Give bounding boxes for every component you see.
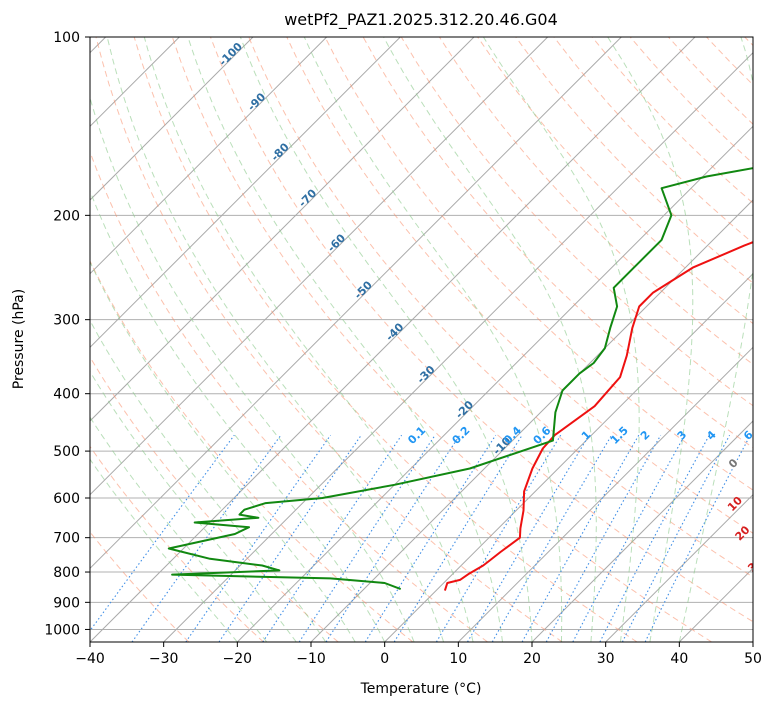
dry-adiabat-line <box>210 37 753 623</box>
mixing-ratio-lines <box>90 434 751 642</box>
dry-adiabat-lines <box>90 37 753 642</box>
dry-adiabat-line <box>324 37 753 491</box>
isotherm-line <box>605 493 753 642</box>
mixing-ratio-line <box>435 434 562 642</box>
isotherm-line <box>90 37 549 496</box>
x-tick-label: 0 <box>380 651 389 667</box>
mixing-ratio-line <box>545 434 662 642</box>
moist-adiabat-line <box>607 37 694 642</box>
mixing-ratio-line <box>644 434 751 642</box>
y-tick-label: 800 <box>53 565 80 581</box>
moist-adiabat-line <box>90 458 238 642</box>
isobar-grid <box>90 37 753 630</box>
mixing-ratio-line <box>325 434 461 642</box>
moist-adiabat-line <box>90 370 297 642</box>
dry-adiabat-line <box>90 356 339 642</box>
mixing-ratio-label: 6 <box>741 428 756 443</box>
mixing-ratio-line <box>218 434 362 642</box>
y-tick-label: 700 <box>53 531 80 547</box>
x-tick-label: 30 <box>597 651 615 667</box>
isotherm-line <box>236 125 753 642</box>
isotherm-line <box>90 37 401 349</box>
profile-series <box>167 167 753 591</box>
dry-adiabat-line <box>95 37 563 642</box>
y-tick-label: 900 <box>53 595 80 611</box>
x-tick-label: −40 <box>75 651 105 667</box>
mixing-ratio-line <box>467 434 590 642</box>
isotherm-line <box>90 37 328 275</box>
mixing-ratio-line <box>364 434 497 642</box>
moist-adiabat-line <box>90 189 386 642</box>
moist-adiabat-line <box>187 37 503 642</box>
y-tick-label: 200 <box>53 208 80 224</box>
moist-adiabat-line <box>90 260 356 642</box>
x-tick-label: 20 <box>523 651 541 667</box>
dry-adiabat-line <box>171 37 712 642</box>
mixing-ratio-line <box>572 434 686 642</box>
dry-adiabat-line <box>515 37 753 284</box>
mixing-ratio-line <box>90 434 235 632</box>
moist-adiabat-line <box>239 37 533 642</box>
y-tick-label: 1000 <box>44 622 80 638</box>
y-axis-ticks: 100 200 300 400 500 600 700 800 900 1000 <box>44 30 90 638</box>
isotherm-line <box>90 37 696 642</box>
isotherm-line <box>163 51 753 642</box>
moist-adiabat-line <box>482 37 640 642</box>
y-tick-label: 600 <box>53 491 80 507</box>
moist-adiabat-line <box>90 416 268 642</box>
moist-adiabat-line <box>143 37 474 642</box>
mixing-ratio-line <box>185 434 332 642</box>
mixing-ratio-line <box>393 434 523 642</box>
plot-area: -100-90-80-70-60-50-40-30-20-100.1 0.2 0.4… <box>90 37 765 642</box>
moist-adiabat-line <box>90 96 415 642</box>
dry-adiabat-line <box>248 37 753 578</box>
isotherm-line <box>384 272 753 642</box>
chart-title: wetPf2_PAZ1.2025.312.20.46.G04 <box>284 10 558 30</box>
x-tick-label: 40 <box>670 651 688 667</box>
isotherm-grid <box>90 37 753 642</box>
x-tick-label: −10 <box>296 651 326 667</box>
y-axis-label: Pressure (hPa) <box>11 289 27 389</box>
moist-adiabat-lines <box>90 37 753 642</box>
mixing-ratio-line <box>521 434 640 642</box>
dry-adiabat-line <box>90 445 264 642</box>
dry-adiabat-line <box>286 37 753 534</box>
dewpoint-profile-line <box>167 167 753 591</box>
moist-adiabat-line <box>303 37 563 642</box>
y-tick-label: 100 <box>53 30 80 46</box>
isotherm-line <box>531 420 753 642</box>
moist-adiabat-line <box>678 37 753 642</box>
isotherm-line <box>90 37 254 201</box>
isotherm-line <box>90 37 622 570</box>
lcl-temp-label: 30 <box>745 554 765 574</box>
y-tick-label: 400 <box>53 387 80 403</box>
dry-adiabat-line <box>133 37 638 642</box>
plot-frame <box>89 36 754 643</box>
x-axis-label: Temperature (°C) <box>360 681 482 697</box>
x-tick-label: −30 <box>149 651 179 667</box>
x-tick-label: 10 <box>449 651 467 667</box>
mixing-ratio-line <box>491 434 613 642</box>
moist-adiabat-line <box>383 37 597 642</box>
moist-adiabat-line <box>106 37 445 642</box>
x-axis-ticks: −40 −30 −20 −10 0 10 20 30 40 50 <box>75 642 762 667</box>
temperature-profile-line <box>443 241 753 591</box>
y-tick-label: 500 <box>53 444 80 460</box>
dry-adiabat-line <box>90 259 414 642</box>
x-tick-label: 50 <box>744 651 762 667</box>
y-tick-label: 300 <box>53 313 80 329</box>
mixing-ratio-line <box>621 434 731 642</box>
isotherm-line <box>90 37 475 422</box>
moist-adiabat-line <box>90 319 327 642</box>
x-tick-label: −20 <box>223 651 253 667</box>
